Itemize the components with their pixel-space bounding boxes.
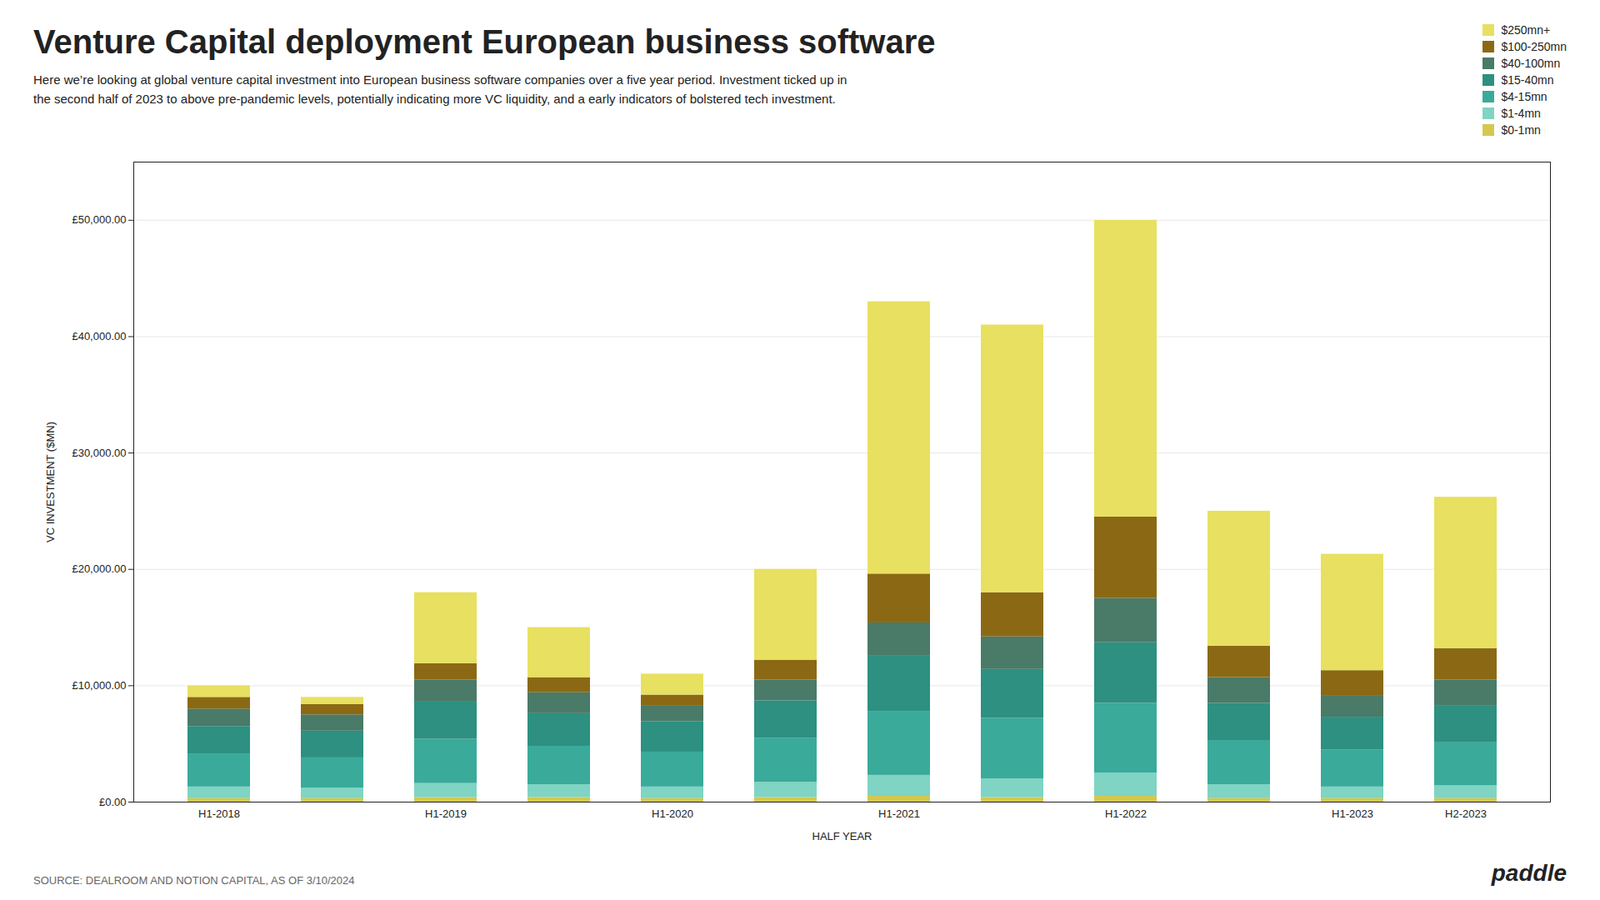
svg-text:H1-2018: H1-2018	[198, 807, 240, 820]
svg-text:HALF YEAR: HALF YEAR	[811, 830, 872, 843]
html-text:$1-4mn: $1-4mn	[1501, 106, 1541, 120]
svg-text:H1-2023: H1-2023	[1331, 807, 1374, 820]
html-text:$40-100mn: $40-100mn	[1501, 56, 1561, 70]
html-text:$0-1mn: $0-1mn	[1501, 123, 1541, 137]
svg-text:H1-2021: H1-2021	[878, 807, 920, 820]
svg-text:£50,000.00: £50,000.00	[71, 213, 126, 226]
html-text:Venture Capital deployment Eur: Venture Capital deployment European busi…	[33, 23, 936, 60]
svg-text:£40,000.00: £40,000.00	[71, 330, 126, 343]
html-text:$100-250mn: $100-250mn	[1501, 40, 1567, 54]
svg-text:H1-2022: H1-2022	[1105, 807, 1147, 820]
html-text:paddle: paddle	[1491, 860, 1567, 886]
html-text:Here we’re looking at global v: Here we’re looking at global venture cap…	[33, 72, 847, 106]
html-text:$4-15mn: $4-15mn	[1501, 90, 1548, 104]
svg-text:H1-2019: H1-2019	[425, 807, 467, 820]
html-text:SOURCE: DEALROOM AND NOTION CA: SOURCE: DEALROOM AND NOTION CAPITAL, AS …	[33, 874, 355, 887]
svg-text:H2-2023: H2-2023	[1445, 807, 1487, 820]
svg-text:£30,000.00: £30,000.00	[71, 446, 126, 460]
svg-text:£10,000.00: £10,000.00	[71, 679, 126, 692]
svg-text:£20,000.00: £20,000.00	[71, 562, 126, 575]
svg-text:H1-2020: H1-2020	[651, 807, 694, 820]
html-text:$15-40mn: $15-40mn	[1501, 73, 1554, 87]
svg-text:£0.00: £0.00	[99, 795, 127, 809]
svg-text:VC INVESTMENT ($MN): VC INVESTMENT ($MN)	[44, 421, 57, 543]
html-text:$250mn+: $250mn+	[1501, 23, 1551, 37]
